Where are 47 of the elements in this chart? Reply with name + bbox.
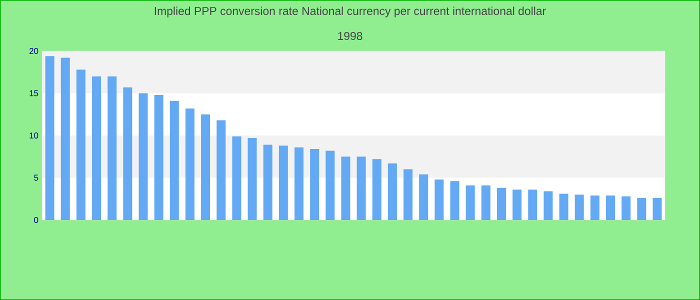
bar: [76, 70, 86, 220]
bar: [559, 194, 568, 220]
bar: [201, 114, 210, 220]
bar: [466, 185, 475, 220]
bar: [123, 87, 132, 220]
bar: [341, 156, 350, 220]
y-tick-label: 5: [34, 174, 38, 181]
bar: [372, 159, 382, 220]
bar: [512, 190, 522, 220]
bar: [154, 94, 164, 220]
bar: [544, 191, 553, 220]
chart-subtitle: 1998: [338, 32, 362, 40]
bar: [450, 181, 460, 220]
bar: [185, 108, 194, 220]
bar: [294, 147, 304, 220]
bar: [356, 156, 366, 220]
bar: [652, 198, 662, 220]
bar: [310, 149, 320, 220]
bar: [637, 198, 646, 220]
bar: [232, 136, 242, 220]
bar: [108, 76, 117, 220]
bar: [388, 163, 397, 220]
chart-title: Implied PPP conversion rate National currency per current international dollar: [154, 6, 546, 18]
bar: [248, 138, 257, 220]
bar: [404, 169, 413, 220]
bar: [263, 144, 272, 220]
bar: [216, 120, 226, 220]
bar: [434, 179, 444, 220]
bar: [496, 188, 506, 220]
bar: [606, 195, 615, 220]
bar: [278, 146, 288, 220]
bar: [170, 100, 179, 220]
bar: [528, 190, 538, 220]
bar: [60, 58, 70, 220]
y-tick-label: 15: [30, 90, 38, 96]
bar: [590, 195, 600, 220]
bar: [45, 56, 54, 220]
bar: [622, 196, 631, 220]
bar: [481, 185, 490, 220]
bar: [138, 93, 148, 220]
bar: [326, 150, 335, 220]
bar: [574, 194, 584, 220]
y-tick-label: 0: [34, 217, 38, 223]
y-tick-label: 20: [29, 48, 38, 54]
bar: [419, 174, 428, 220]
y-tick-label: 10: [30, 132, 38, 138]
bar: [92, 76, 102, 220]
